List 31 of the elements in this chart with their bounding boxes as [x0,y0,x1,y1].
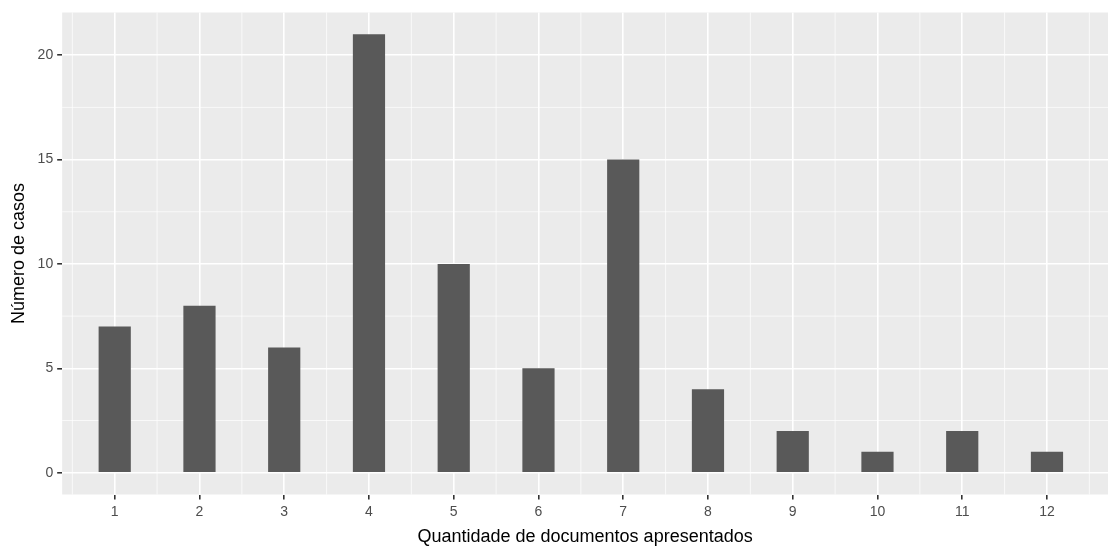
x-tick-label: 7 [619,502,628,519]
x-tick-label: 10 [869,502,886,519]
bar [352,34,386,472]
x-tick-label: 1 [110,502,119,519]
bar [861,451,894,472]
y-axis-title: Número de casos [7,182,28,325]
y-tick-label: 10 [37,254,54,271]
y-tick-label: 5 [45,359,54,376]
bar [268,347,301,472]
bar [776,430,809,472]
bar [437,263,470,472]
bar [98,326,131,472]
x-tick-label: 2 [195,502,204,519]
bar [1030,451,1064,472]
bar [691,389,725,472]
bar [946,430,979,472]
x-tick-label: 4 [365,502,374,519]
y-tick-label: 20 [37,46,54,63]
y-tick-label: 15 [37,150,54,167]
y-tick-label: 0 [45,463,54,480]
x-tick-label: 6 [534,502,543,519]
x-axis-title: Quantidade de documentos apresentados [417,526,753,547]
x-tick-label: 3 [280,502,289,519]
x-tick-label: 8 [704,502,713,519]
x-tick-label: 11 [954,502,970,519]
bar [522,368,555,472]
x-tick-label: 12 [1039,502,1055,519]
x-tick-label: 5 [449,502,458,519]
bar [183,305,216,472]
x-tick-label: 9 [788,502,797,519]
bar [607,159,640,472]
